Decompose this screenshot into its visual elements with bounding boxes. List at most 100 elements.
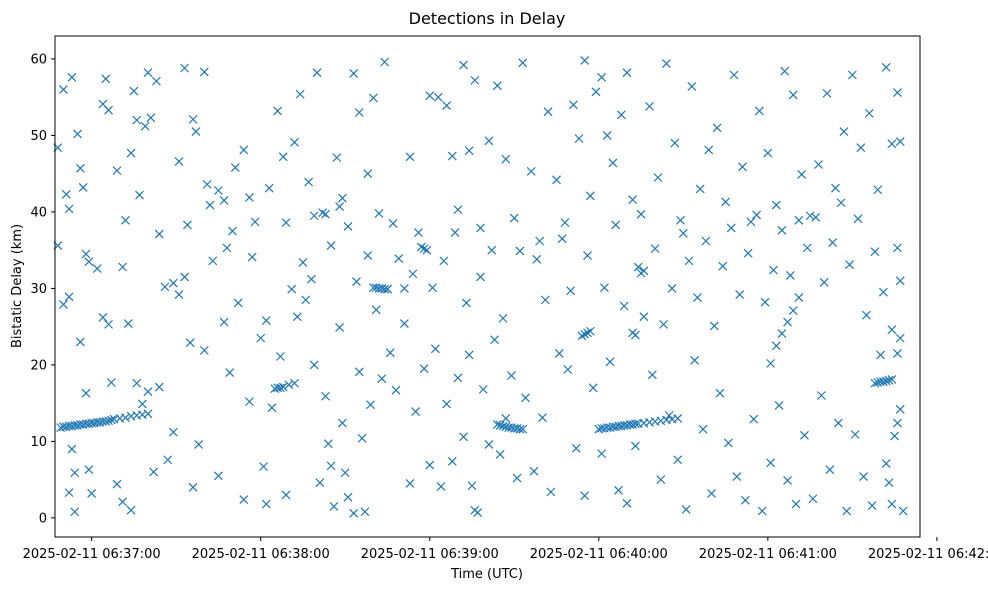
data-point xyxy=(295,89,305,99)
data-point xyxy=(309,360,319,370)
data-point xyxy=(152,76,161,86)
data-point xyxy=(811,212,821,222)
data-point xyxy=(101,74,111,84)
data-point xyxy=(805,211,815,221)
data-point xyxy=(273,106,283,116)
data-point xyxy=(771,200,781,210)
data-point xyxy=(459,60,468,70)
data-point xyxy=(512,473,522,483)
data-point xyxy=(394,254,404,264)
data-point xyxy=(368,93,378,103)
data-point xyxy=(332,153,342,163)
data-point xyxy=(78,183,88,192)
data-point xyxy=(213,186,223,195)
data-point xyxy=(484,440,494,449)
data-point xyxy=(476,272,485,282)
data-point xyxy=(678,228,688,238)
data-point xyxy=(81,388,91,398)
data-point xyxy=(574,134,584,143)
data-point xyxy=(794,293,804,303)
data-point xyxy=(583,328,592,338)
data-point xyxy=(143,409,153,419)
x-axis-title: Time (UTC) xyxy=(450,567,523,582)
data-point xyxy=(876,350,885,360)
data-point xyxy=(326,461,336,471)
data-point xyxy=(656,475,666,485)
data-point xyxy=(312,68,322,78)
data-point xyxy=(670,138,680,148)
data-point xyxy=(154,229,164,239)
data-point xyxy=(484,136,494,146)
data-point xyxy=(385,348,395,358)
data-point xyxy=(118,262,128,272)
data-point xyxy=(476,223,485,233)
data-point xyxy=(442,101,452,111)
data-point xyxy=(67,444,77,454)
data-point xyxy=(881,459,891,468)
data-point xyxy=(318,208,328,218)
data-point xyxy=(701,236,711,246)
data-point xyxy=(785,270,795,280)
data-point xyxy=(501,414,511,423)
data-point xyxy=(306,274,316,284)
data-point xyxy=(199,345,209,355)
data-point xyxy=(278,152,288,162)
data-point xyxy=(64,292,74,302)
data-point xyxy=(380,284,390,294)
data-point xyxy=(425,460,435,470)
data-point xyxy=(515,246,525,256)
data-point xyxy=(388,218,398,228)
x-tick-label: 2025-02-11 06:42:00 xyxy=(868,547,988,562)
data-point xyxy=(70,507,80,517)
data-point xyxy=(540,295,550,305)
data-point xyxy=(453,373,463,383)
data-point xyxy=(788,90,798,100)
data-point xyxy=(692,293,702,303)
data-point xyxy=(630,330,640,340)
data-point xyxy=(600,283,609,293)
data-point xyxy=(628,195,638,205)
data-point xyxy=(560,218,570,228)
data-point xyxy=(326,241,336,251)
data-point xyxy=(321,209,330,219)
data-point xyxy=(363,169,373,179)
data-point xyxy=(461,298,471,308)
data-point xyxy=(112,479,122,489)
data-point xyxy=(630,441,640,451)
data-point xyxy=(219,317,229,327)
data-point xyxy=(414,228,423,238)
data-point xyxy=(580,56,590,65)
data-point xyxy=(84,257,94,267)
data-point xyxy=(681,505,691,514)
data-point xyxy=(98,313,108,322)
data-point xyxy=(354,367,364,377)
data-point xyxy=(149,467,159,477)
data-point xyxy=(743,248,753,258)
data-point xyxy=(366,400,375,410)
data-point xyxy=(132,115,142,125)
data-point xyxy=(873,185,883,195)
data-point xyxy=(233,298,243,308)
data-point xyxy=(507,371,516,381)
data-point xyxy=(895,333,905,343)
data-point xyxy=(893,88,902,98)
data-point xyxy=(893,243,902,253)
data-point xyxy=(352,277,361,286)
data-point xyxy=(132,378,142,388)
data-point xyxy=(895,276,905,286)
data-point xyxy=(121,413,130,423)
data-point xyxy=(284,380,294,390)
data-point xyxy=(698,424,708,434)
data-point xyxy=(639,266,649,276)
x-tick-label: 2025-02-11 06:40:00 xyxy=(530,547,668,562)
data-point xyxy=(126,148,136,158)
data-point xyxy=(244,192,254,202)
data-point xyxy=(566,286,576,296)
data-point xyxy=(529,466,539,476)
data-point xyxy=(101,417,111,426)
data-point xyxy=(129,86,139,96)
data-point xyxy=(870,378,880,388)
data-point xyxy=(422,245,432,255)
data-point xyxy=(205,200,215,210)
data-point xyxy=(492,420,502,429)
